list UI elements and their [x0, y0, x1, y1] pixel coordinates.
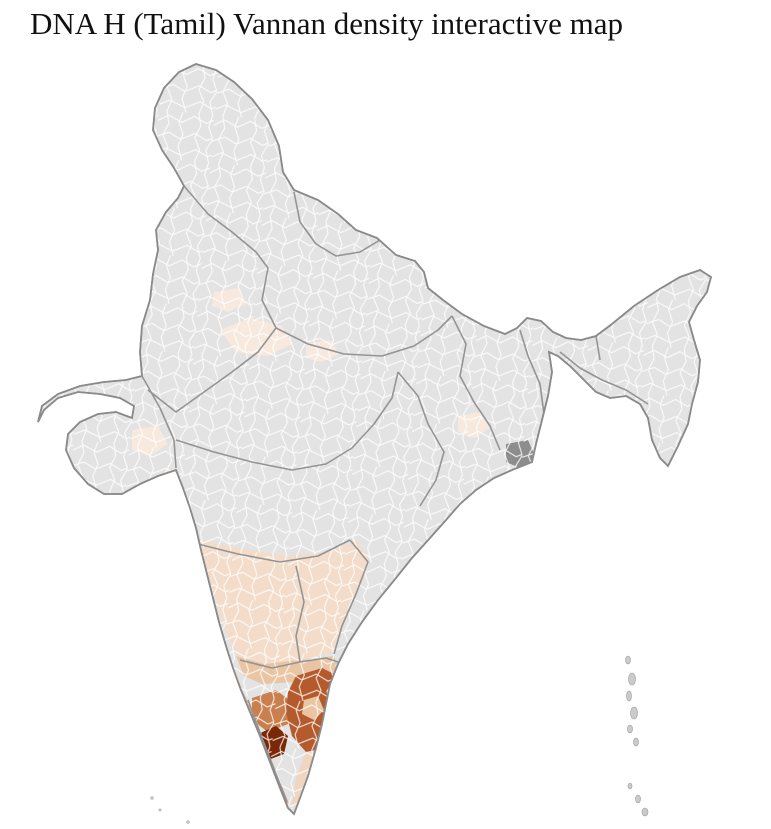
andaman-nicobar-islands[interactable] — [625, 655, 649, 817]
page-title: DNA H (Tamil) Vannan density interactive… — [30, 6, 623, 41]
district-texture-overlay — [38, 64, 711, 814]
state-borders — [141, 185, 649, 803]
lakshadweep-islands[interactable] — [150, 796, 190, 824]
